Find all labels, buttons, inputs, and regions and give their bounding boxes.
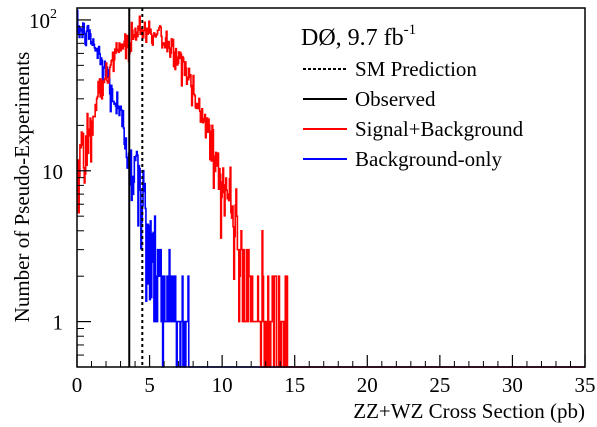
histogram-signal-background <box>76 15 585 368</box>
legend-title-superscript: -1 <box>404 22 417 38</box>
legend-label: Signal+Background <box>355 117 524 141</box>
x-tick-label: 20 <box>357 373 378 397</box>
legend-label: SM Prediction <box>355 57 477 81</box>
legend-title-text: DØ, 9.7 fb <box>301 25 404 51</box>
legend-label: Background-only <box>355 147 502 171</box>
x-tick-label: 25 <box>429 373 450 397</box>
y-axis-ticks: 1 10 102 <box>29 7 91 356</box>
legend-title: DØ, 9.7 fb-1 <box>301 22 416 51</box>
y-tick-label: 1 <box>53 311 64 335</box>
histogram-background-only <box>76 9 585 368</box>
legend-label: Observed <box>355 87 436 111</box>
legend: DØ, 9.7 fb-1 SM Prediction Observed Signal… <box>301 22 524 171</box>
x-tick-label: 15 <box>284 373 305 397</box>
x-axis-ticks: 0 5 10 15 20 25 30 35 <box>72 355 596 397</box>
y-tick-label: 10 <box>42 160 63 184</box>
y-axis-label: Number of Pseudo-Experiments <box>10 52 34 323</box>
plot-frame <box>76 7 586 368</box>
y-tick-label: 102 <box>29 7 57 33</box>
x-tick-label: 35 <box>575 373 596 397</box>
x-tick-label: 10 <box>212 373 233 397</box>
x-tick-label: 5 <box>144 373 155 397</box>
x-tick-label: 30 <box>502 373 523 397</box>
x-axis-label: ZZ+WZ Cross Section (pb) <box>353 399 585 423</box>
x-tick-label: 0 <box>72 373 83 397</box>
plot-area <box>76 8 585 368</box>
y-tick-exponent: 2 <box>50 7 57 22</box>
axes <box>76 7 586 368</box>
